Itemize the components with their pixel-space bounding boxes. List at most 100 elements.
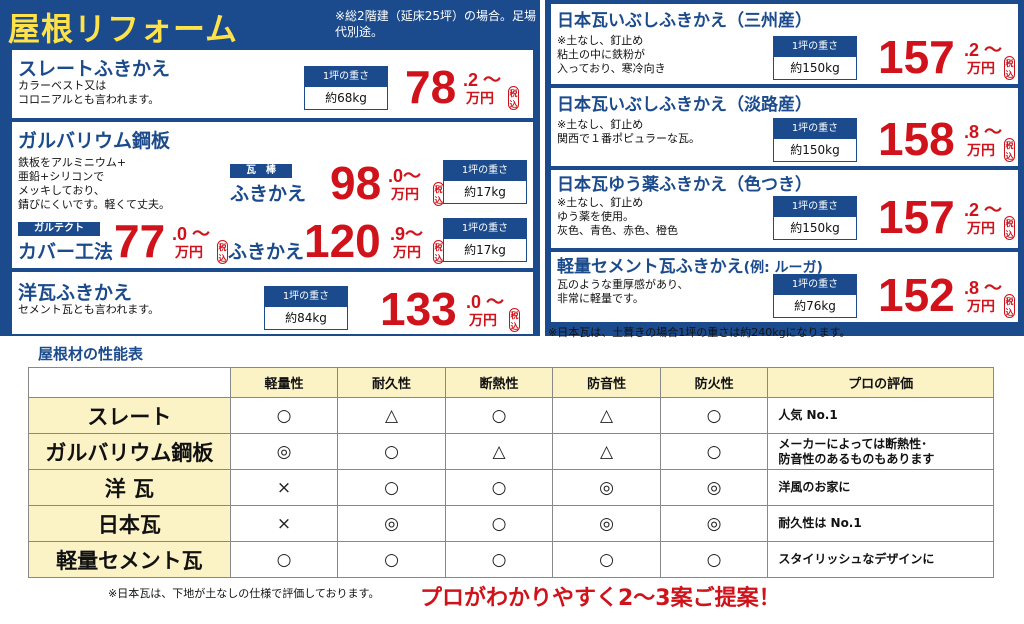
item-desc-1: ※土なし、釘止め [557,34,644,47]
price-dec: .0 ～ [466,292,505,312]
tax-badge: 税込 [509,308,520,332]
rating-cell: ○ [659,397,769,434]
price-int: 152 [878,269,955,321]
item-weight-box: 1坪の重さ 約150kg [773,196,857,240]
price-unit: 万円 [175,245,203,261]
item-title: 日本瓦いぶしふきかえ（淡路産） [557,95,812,115]
pro-eval: スタイリッシュなデザインに [767,541,994,578]
item-desc-3: 灰色、青色、赤色、橙色 [557,224,678,237]
price-dec: .9～ [390,224,424,244]
right-item-2: 日本瓦いぶしふきかえ（淡路産） ※土なし、釘止め 関西で１番ポピュラーな瓦。 1… [551,88,1018,166]
col-header: 防音性 [552,367,661,398]
table-row: 日本瓦 × ◎ ○ ◎ ◎ 耐久性は No.1 [28,505,994,542]
performance-title: 屋根材の性能表 [38,345,144,363]
galva-weight-2: 約17kg [464,243,506,257]
price-int: 120 [304,215,381,267]
weight-header: 1坪の重さ [265,287,347,307]
rating-cell: × [229,505,339,542]
yogawara-weight-box: 1坪の重さ 約84kg [264,286,348,330]
rating-cell: △ [444,433,554,470]
row-label: 日本瓦 [28,505,231,542]
slate-desc-2: コロニアルとも言われます。 [18,93,160,106]
rating-cell: ○ [659,433,769,470]
rating-cell: ○ [337,541,446,578]
price-unit: 万円 [967,299,995,315]
price-unit: 万円 [466,91,494,107]
table-row: スレート ○ △ ○ △ ○ 人気 No.1 [28,397,994,434]
slate-panel: スレートふきかえ カラーベスト又は コロニアルとも言われます。 1坪の重さ 約6… [12,50,533,118]
item-desc-2: 非常に軽量です。 [557,292,644,305]
rating-cell: ◎ [659,505,769,542]
item-weight: 約150kg [790,221,840,235]
table-row: 洋 瓦 × ○ ○ ◎ ◎ 洋風のお家に [28,469,994,506]
galva-title: ガルバリウム鋼板 [18,130,171,152]
col-header: 防火性 [659,367,769,398]
rating-cell: ○ [444,397,554,434]
price-int: 133 [380,283,457,335]
rating-cell: ○ [444,541,554,578]
nihongawara-note: ※日本瓦は、土葺きの場合1坪の重さは約240kgになります。 [548,326,851,339]
item-weight-box: 1坪の重さ 約150kg [773,36,857,80]
rating-cell: ○ [444,469,554,506]
item-weight: 約150kg [790,61,840,75]
table-row: ガルバリウム鋼板 ◎ ○ △ △ ○ メーカーによっては断熱性･ 防音性のあるもの… [28,433,994,470]
header-note: ※総2階建（延床25坪）の場合。足場代別途。 [335,9,536,39]
price-dec: .2 ～ [463,70,502,90]
item-desc-1: ※土なし、釘止め [557,118,644,131]
weight-header: 1坪の重さ [774,119,856,139]
price-unit: 万円 [967,61,995,77]
table-row: 軽量セメント瓦 ○ ○ ○ ○ ○ スタイリッシュなデザインに [28,541,994,578]
gawabo-tag: 瓦 棒 [230,164,292,178]
weight-header: 1坪の重さ [774,275,856,295]
table-header-row: 軽量性 耐久性 断熱性 防音性 防火性 プロの評価 [28,367,994,398]
weight-header: 1坪の重さ [305,67,387,87]
price-int: 78 [405,61,457,113]
slate-desc-1: カラーベスト又は [18,79,107,92]
item-weight: 約76kg [794,299,836,313]
yogawara-title: 洋瓦ふきかえ [18,282,133,304]
slate-weight-box: 1坪の重さ 約68kg [304,66,388,110]
price-unit: 万円 [391,187,419,203]
tax-badge: 税込 [1004,56,1015,80]
galva-desc-3: メッキしており、 [18,184,105,197]
col-header: プロの評価 [767,367,994,398]
price-dec: .0～ [388,166,422,186]
rating-cell: ○ [552,541,661,578]
price-dec: .8 ～ [964,122,1003,142]
galva-desc-2: 亜鉛+シリコンで [18,170,105,183]
item-desc-2: 粘土の中に鉄粉が [557,48,645,61]
row-label: ガルバリウム鋼板 [28,433,231,470]
title-bar: 屋根リフォーム ※総2階建（延床25坪）の場合。足場代別途。 [0,0,540,50]
cover-method-label: カバー工法 [18,241,114,263]
item-weight-box: 1坪の重さ 約76kg [773,274,857,318]
tax-badge: 税込 [1004,294,1015,318]
item-desc-2: 関西で１番ポピュラーな瓦。 [557,132,700,145]
row-label: 軽量セメント瓦 [28,541,231,578]
item-desc-2: ゆう薬を使用。 [557,210,634,223]
rating-cell: ○ [444,505,554,542]
pro-eval: 洋風のお家に [767,469,994,506]
item-title: 軽量セメント瓦ふきかえ(例: ルーガ) [557,257,823,277]
price-dec: .2 ～ [964,40,1003,60]
pro-eval: 耐久性は No.1 [767,505,994,542]
page-title: 屋根リフォーム [8,10,239,48]
price-int: 98 [330,157,382,209]
price-unit: 万円 [469,313,497,329]
slate-title: スレートふきかえ [18,58,171,80]
weight-header: 1坪の重さ [444,161,526,181]
rating-cell: ◎ [229,433,339,470]
tax-badge: 税込 [508,86,519,110]
rating-cell: ◎ [337,505,446,542]
yogawara-weight: 約84kg [285,311,327,325]
rating-cell: ◎ [552,505,661,542]
galva-fukikae-label: ふきかえ [230,183,307,205]
price-unit: 万円 [967,143,995,159]
col-header: 断熱性 [444,367,554,398]
pro-eval: 人気 No.1 [767,397,994,434]
rating-cell: × [229,469,339,506]
rating-cell: ○ [229,397,339,434]
footer-note: ※日本瓦は、下地が土なしの仕様で評価しております。 [108,587,380,600]
table-corner [28,367,231,398]
rating-cell: △ [552,397,661,434]
item-weight: 約150kg [790,143,840,157]
